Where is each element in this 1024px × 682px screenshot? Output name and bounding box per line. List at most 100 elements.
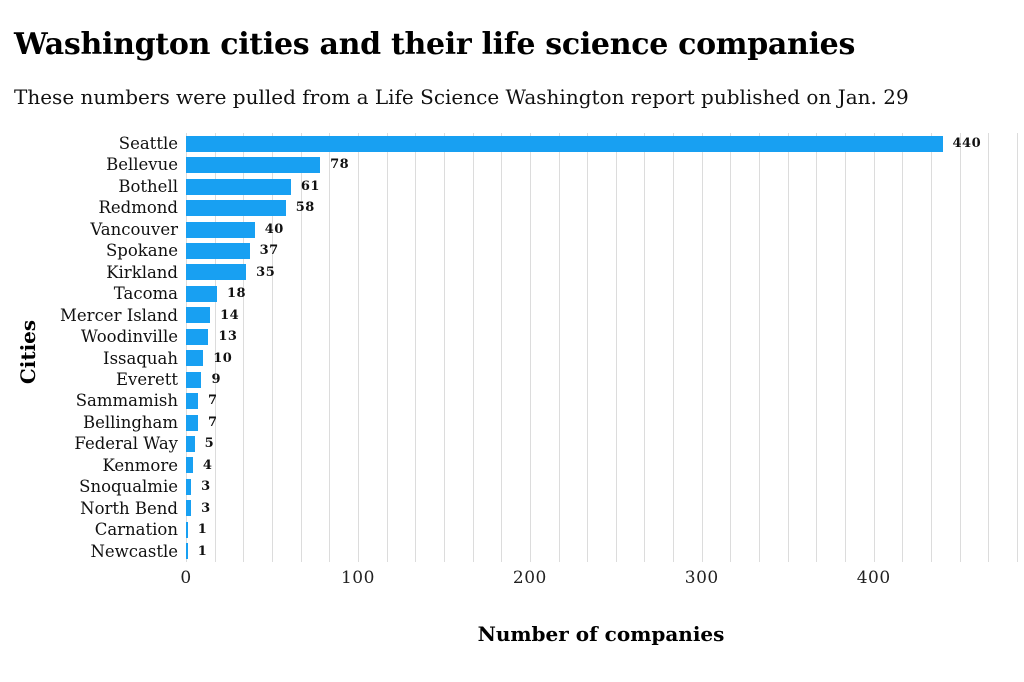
category-label-north-bend: North Bend <box>80 498 178 518</box>
gridline <box>386 133 388 562</box>
gridline <box>558 133 560 562</box>
gridline <box>759 133 761 562</box>
category-label-redmond: Redmond <box>98 198 178 218</box>
category-label-snoqualmie: Snoqualmie <box>79 477 178 497</box>
chart-subtitle: These numbers were pulled from a Life Sc… <box>14 85 909 109</box>
bar-tacoma <box>186 285 217 302</box>
category-label-woodinville: Woodinville <box>80 327 178 347</box>
category-label-kenmore: Kenmore <box>102 455 178 475</box>
gridline <box>587 133 589 562</box>
value-label-snoqualmie: 3 <box>201 479 211 495</box>
gridline <box>730 133 732 562</box>
value-label-kenmore: 4 <box>202 457 213 473</box>
gridline <box>959 133 961 562</box>
x-tick-label-200: 200 <box>512 568 547 588</box>
value-label-issaquah: 10 <box>213 350 233 366</box>
gridline <box>845 133 847 562</box>
bar-spokane <box>186 242 250 259</box>
bar-seattle <box>186 135 943 152</box>
category-label-newcastle: Newcastle <box>90 541 178 561</box>
bar-newcastle <box>186 543 188 560</box>
gridline <box>501 133 503 562</box>
bar-snoqualmie <box>186 478 192 495</box>
category-label-issaquah: Issaquah <box>103 348 178 368</box>
category-label-seattle: Seattle <box>118 134 178 153</box>
x-tick-label-300: 300 <box>684 568 719 588</box>
gridline <box>472 133 474 562</box>
bar-sammamish <box>186 393 199 410</box>
category-label-tacoma: Tacoma <box>113 284 178 304</box>
value-label-bothell: 61 <box>300 178 320 194</box>
category-label-bellevue: Bellevue <box>106 155 178 175</box>
value-label-tacoma: 18 <box>226 286 247 302</box>
bar-issaquah <box>186 350 204 367</box>
gridline <box>214 133 216 562</box>
gridline <box>988 133 990 562</box>
value-label-carnation: 1 <box>197 522 208 538</box>
category-label-sammamish: Sammamish <box>75 391 178 411</box>
bar-carnation <box>186 521 188 538</box>
category-label-mercer-island: Mercer Island <box>60 305 178 325</box>
gridline <box>243 133 245 562</box>
bar-federal-way <box>186 436 195 453</box>
bar-vancouver <box>186 221 255 238</box>
value-label-redmond: 58 <box>295 200 315 216</box>
bar-kirkland <box>186 264 247 281</box>
value-label-vancouver: 40 <box>264 221 284 237</box>
bar-north-bend <box>186 500 192 517</box>
gridline <box>186 133 187 562</box>
x-tick-label-100: 100 <box>340 568 375 588</box>
bar-redmond <box>186 200 286 217</box>
gridline <box>271 133 273 562</box>
gridline <box>300 133 302 562</box>
gridline <box>902 133 904 562</box>
value-label-woodinville: 13 <box>218 329 238 345</box>
bar-bellevue <box>186 157 321 174</box>
category-label-everett: Everett <box>115 369 178 389</box>
gridline <box>357 133 359 562</box>
category-label-kirkland: Kirkland <box>106 262 178 282</box>
value-label-seattle: 440 <box>952 136 982 151</box>
gridline <box>873 133 875 562</box>
x-axis-label: Number of companies <box>477 622 725 646</box>
gridline <box>673 133 675 562</box>
bar-bellingham <box>186 414 199 431</box>
category-label-bellingham: Bellingham <box>82 412 178 432</box>
value-label-federal-way: 5 <box>204 436 215 452</box>
gridline <box>931 133 933 562</box>
bar-bothell <box>186 178 291 195</box>
gridline <box>443 133 445 562</box>
category-label-bothell: Bothell <box>118 176 178 196</box>
gridline <box>615 133 617 562</box>
value-label-everett: 9 <box>211 371 222 387</box>
value-label-kirkland: 35 <box>256 264 276 280</box>
gridline <box>529 133 531 562</box>
gridline <box>415 133 417 562</box>
category-label-carnation: Carnation <box>94 520 178 540</box>
x-tick-label-400: 400 <box>856 568 891 588</box>
chart-title: Washington cities and their life science… <box>14 27 856 62</box>
value-label-sammamish: 7 <box>208 393 218 409</box>
value-label-mercer-island: 14 <box>220 307 240 323</box>
gridline <box>329 133 331 562</box>
value-label-spokane: 37 <box>259 243 279 259</box>
gridline <box>644 133 646 562</box>
value-label-bellingham: 7 <box>208 414 218 430</box>
category-label-federal-way: Federal Way <box>74 434 178 454</box>
value-label-north-bend: 3 <box>201 500 211 516</box>
value-label-bellevue: 78 <box>330 157 350 173</box>
gridline <box>787 133 789 562</box>
bar-mercer-island <box>186 307 211 324</box>
bar-woodinville <box>186 328 209 345</box>
category-label-spokane: Spokane <box>105 241 178 261</box>
value-label-newcastle: 1 <box>197 543 208 559</box>
category-label-vancouver: Vancouver <box>90 219 178 239</box>
gridline <box>701 133 703 562</box>
x-tick-label-0: 0 <box>180 568 192 588</box>
bar-everett <box>186 371 202 388</box>
gridline <box>1017 133 1018 562</box>
gridline <box>816 133 818 562</box>
bar-kenmore <box>186 457 193 474</box>
